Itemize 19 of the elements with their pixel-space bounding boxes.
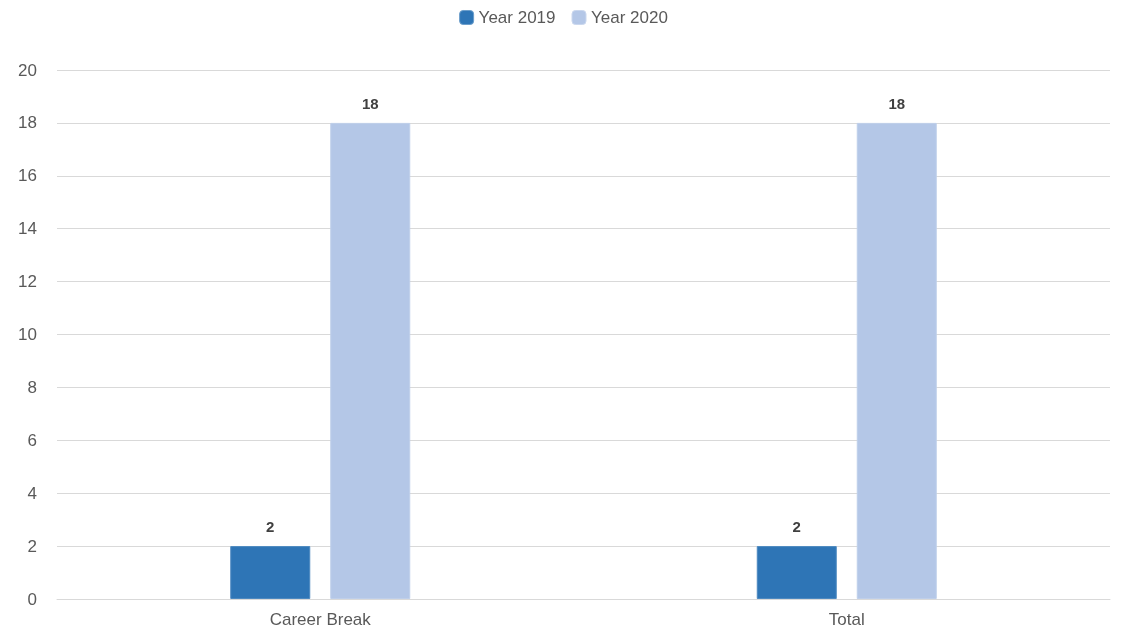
x-tick-label: Total [828, 610, 865, 629]
data-label: 2 [266, 518, 275, 536]
y-tick-label: 18 [18, 113, 37, 133]
y-tick-label: 4 [27, 483, 37, 503]
y-tick-label: 12 [18, 272, 37, 292]
y-tick-label: 2 [27, 536, 37, 556]
y-tick-label: 16 [18, 166, 37, 186]
y-tick-label: 0 [27, 589, 37, 609]
legend-label: Year 2020 [591, 8, 668, 27]
y-tick-label: 20 [18, 60, 37, 80]
legend-label: Year 2019 [478, 8, 556, 27]
data-label: 18 [361, 94, 379, 112]
x-tick-label: Career Break [269, 610, 372, 629]
y-tick-label: 6 [27, 430, 37, 450]
data-label: 2 [792, 518, 801, 536]
y-tick-label: 10 [18, 325, 37, 344]
y-tick-label: 8 [27, 377, 37, 397]
data-label: 18 [888, 94, 906, 112]
y-tick-label: 14 [18, 219, 37, 239]
